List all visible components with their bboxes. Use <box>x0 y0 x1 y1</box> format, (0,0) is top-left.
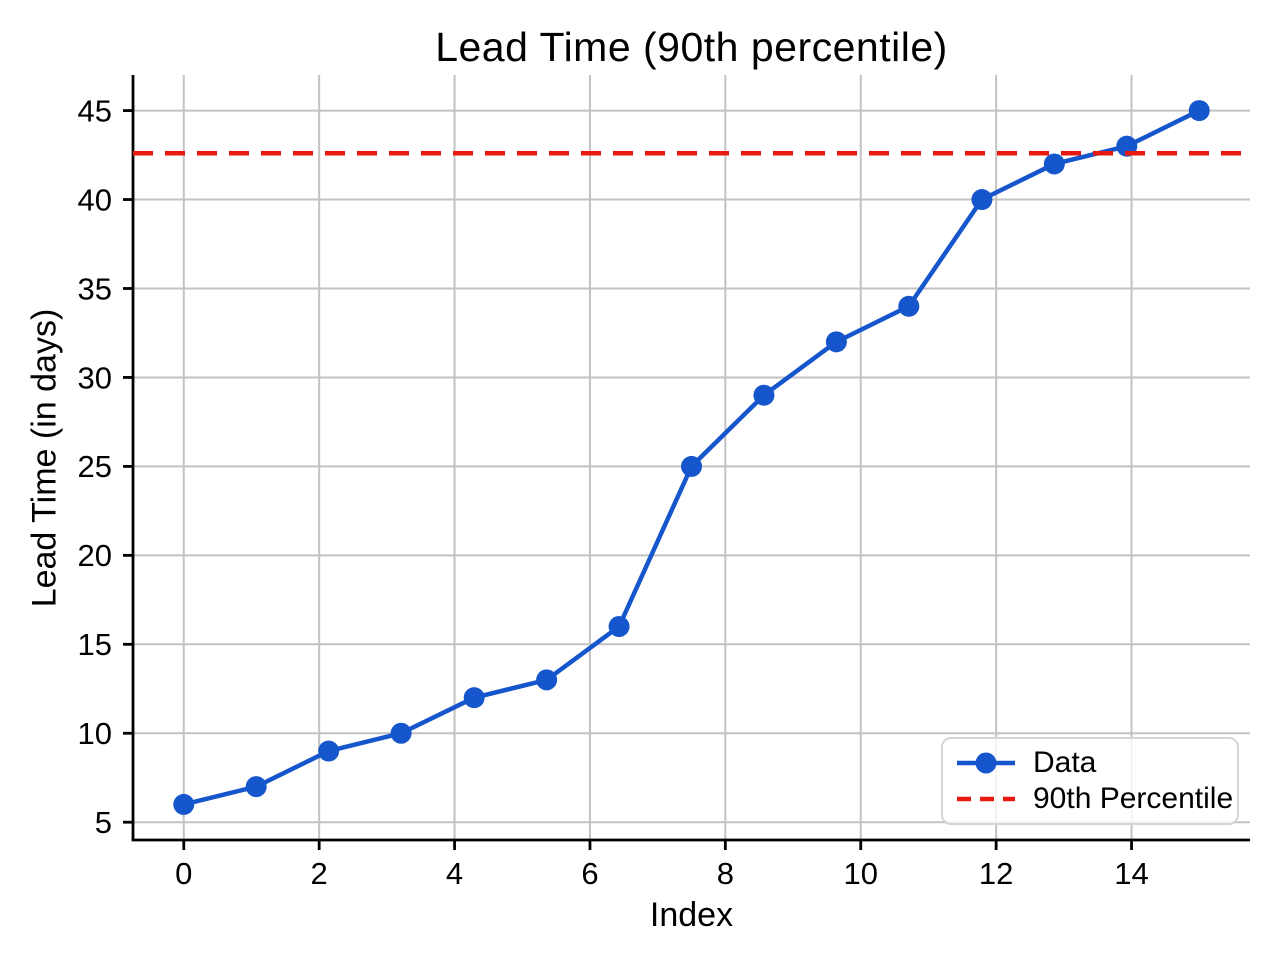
legend-item-percentile-label: 90th Percentile <box>1033 782 1234 815</box>
svg-text:10: 10 <box>844 856 878 891</box>
svg-text:5: 5 <box>95 805 112 840</box>
svg-text:40: 40 <box>78 182 112 217</box>
legend-item-data-label: Data <box>1033 746 1097 779</box>
percentile-line-swatch-icon <box>957 784 1015 814</box>
svg-text:30: 30 <box>78 360 112 395</box>
svg-text:12: 12 <box>979 856 1013 891</box>
svg-text:15: 15 <box>78 627 112 662</box>
svg-text:8: 8 <box>717 856 734 891</box>
chart-title: Lead Time (90th percentile) <box>435 24 948 70</box>
x-axis-label: Index <box>649 896 734 934</box>
svg-text:45: 45 <box>78 93 112 128</box>
svg-text:20: 20 <box>78 538 112 573</box>
svg-text:10: 10 <box>78 716 112 751</box>
svg-text:4: 4 <box>446 856 463 891</box>
svg-text:14: 14 <box>1114 856 1148 891</box>
legend-item-percentile: 90th Percentile <box>957 782 1233 816</box>
svg-text:35: 35 <box>78 271 112 306</box>
svg-text:0: 0 <box>175 856 192 891</box>
legend: Data 90th Percentile <box>941 737 1239 825</box>
data-series-swatch-icon <box>957 748 1015 778</box>
svg-text:2: 2 <box>311 856 328 891</box>
y-axis-label: Lead Time (in days) <box>25 308 64 608</box>
svg-text:25: 25 <box>78 449 112 484</box>
legend-item-data: Data <box>957 746 1227 780</box>
svg-text:6: 6 <box>581 856 598 891</box>
